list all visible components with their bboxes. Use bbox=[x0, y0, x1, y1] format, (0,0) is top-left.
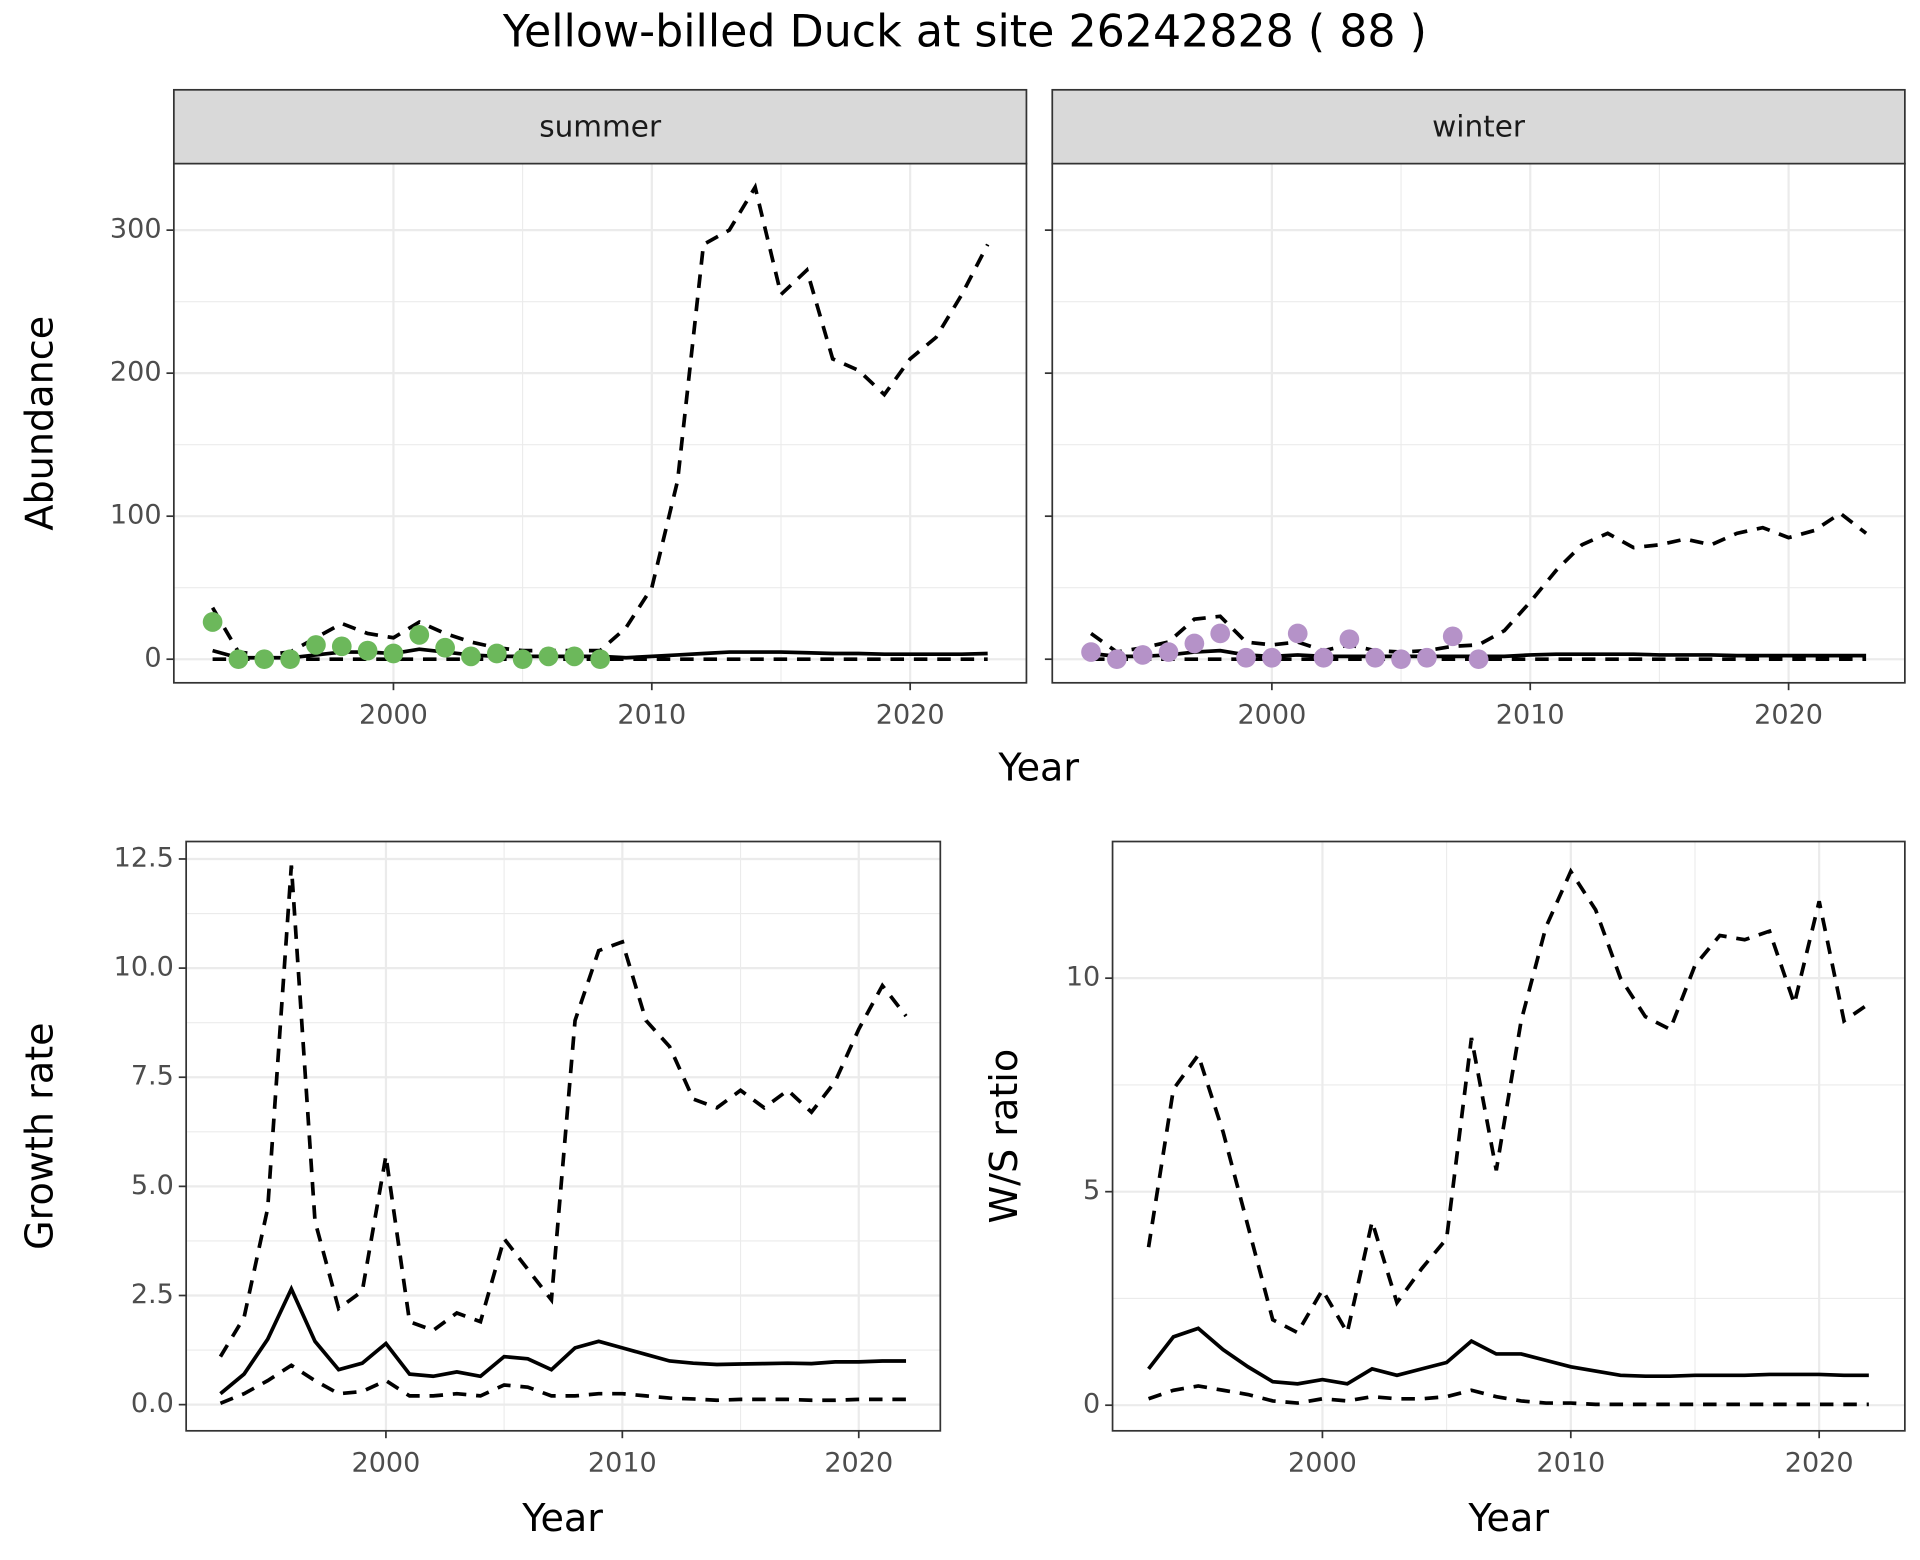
facet-label: winter bbox=[1432, 109, 1526, 143]
data-point bbox=[1236, 647, 1256, 668]
data-point bbox=[331, 636, 352, 657]
data-point bbox=[512, 649, 533, 670]
solid-line bbox=[219, 1284, 907, 1396]
x-tick-label: 2010 bbox=[617, 700, 686, 731]
data-point bbox=[254, 649, 275, 670]
plot-background bbox=[1052, 163, 1905, 683]
y-axis-label: W/S ratio bbox=[982, 1049, 1026, 1224]
x-tick-label: 2000 bbox=[1288, 1448, 1357, 1479]
x-tick-label: 2000 bbox=[352, 1448, 421, 1479]
panel-border bbox=[185, 840, 942, 1432]
y-axis-label: Abundance bbox=[18, 316, 62, 531]
data-point bbox=[228, 649, 249, 670]
y-tick-label: 5.0 bbox=[131, 1170, 174, 1201]
data-point bbox=[1107, 649, 1127, 670]
data-point bbox=[383, 643, 404, 664]
y-axis-label: Growth rate bbox=[18, 1022, 62, 1250]
plot-background bbox=[1112, 841, 1905, 1431]
y-tick-label: 5 bbox=[1083, 1175, 1100, 1206]
facet-strip bbox=[172, 88, 1028, 165]
y-tick-label: 100 bbox=[110, 500, 162, 531]
facet-label: summer bbox=[539, 109, 662, 143]
data-point bbox=[306, 635, 326, 655]
y-tick-label: 10.0 bbox=[114, 952, 174, 983]
x-tick-label: 2020 bbox=[1754, 700, 1823, 731]
y-tick-label: 300 bbox=[110, 214, 162, 245]
x-tick-label: 2010 bbox=[1536, 1448, 1605, 1479]
x-tick-label: 2020 bbox=[1785, 1448, 1854, 1479]
data-point bbox=[1468, 649, 1489, 670]
x-axis-label: Year bbox=[521, 1496, 603, 1540]
y-tick-label: 0.0 bbox=[131, 1388, 174, 1419]
data-point bbox=[538, 646, 559, 667]
y-tick-label: 7.5 bbox=[131, 1061, 174, 1092]
data-point bbox=[357, 640, 378, 661]
data-point bbox=[1158, 642, 1179, 662]
data-point bbox=[1081, 642, 1101, 662]
data-point bbox=[1417, 647, 1437, 668]
dashed-line bbox=[1146, 867, 1870, 1338]
x-tick-label: 2000 bbox=[1237, 700, 1306, 731]
data-point bbox=[1287, 623, 1308, 644]
data-point bbox=[1210, 623, 1231, 644]
data-point bbox=[280, 649, 300, 670]
x-tick-label: 2010 bbox=[1496, 700, 1565, 731]
data-point bbox=[435, 637, 455, 658]
x-tick-label: 2020 bbox=[824, 1448, 893, 1479]
figure-title: Yellow-billed Duck at site 26242828 ( 88… bbox=[502, 6, 1427, 57]
dashed-line bbox=[218, 865, 908, 1358]
data-point bbox=[1339, 629, 1360, 650]
data-point bbox=[1132, 645, 1153, 665]
y-tick-label: 12.5 bbox=[114, 842, 174, 873]
data-point bbox=[202, 612, 223, 632]
data-point bbox=[1442, 626, 1463, 647]
data-point bbox=[1262, 647, 1282, 668]
data-point bbox=[1365, 647, 1386, 668]
data-point bbox=[564, 646, 585, 667]
data-point bbox=[461, 646, 481, 667]
dashed-line bbox=[1147, 1384, 1869, 1407]
x-tick-label: 2020 bbox=[876, 700, 945, 731]
facet-strip bbox=[1051, 88, 1906, 165]
data-point bbox=[590, 649, 610, 670]
y-tick-label: 0 bbox=[1083, 1389, 1100, 1420]
data-point bbox=[1391, 649, 1411, 670]
x-tick-label: 2000 bbox=[359, 700, 428, 731]
data-point bbox=[1184, 633, 1205, 654]
data-point bbox=[486, 643, 507, 664]
plot-background bbox=[186, 841, 941, 1431]
panel-border bbox=[1111, 840, 1906, 1432]
y-tick-label: 200 bbox=[110, 357, 162, 388]
x-tick-label: 2010 bbox=[588, 1448, 657, 1479]
x-axis-label: Year bbox=[997, 746, 1079, 790]
dashed-line bbox=[1089, 511, 1868, 655]
y-tick-label: 10 bbox=[1066, 962, 1100, 993]
solid-line bbox=[1147, 1326, 1869, 1386]
data-point bbox=[409, 625, 430, 645]
data-point bbox=[1313, 647, 1334, 668]
y-tick-label: 2.5 bbox=[131, 1279, 174, 1310]
y-tick-label: 0 bbox=[144, 643, 161, 674]
x-axis-label: Year bbox=[1467, 1496, 1549, 1540]
plot-background bbox=[173, 163, 1027, 683]
